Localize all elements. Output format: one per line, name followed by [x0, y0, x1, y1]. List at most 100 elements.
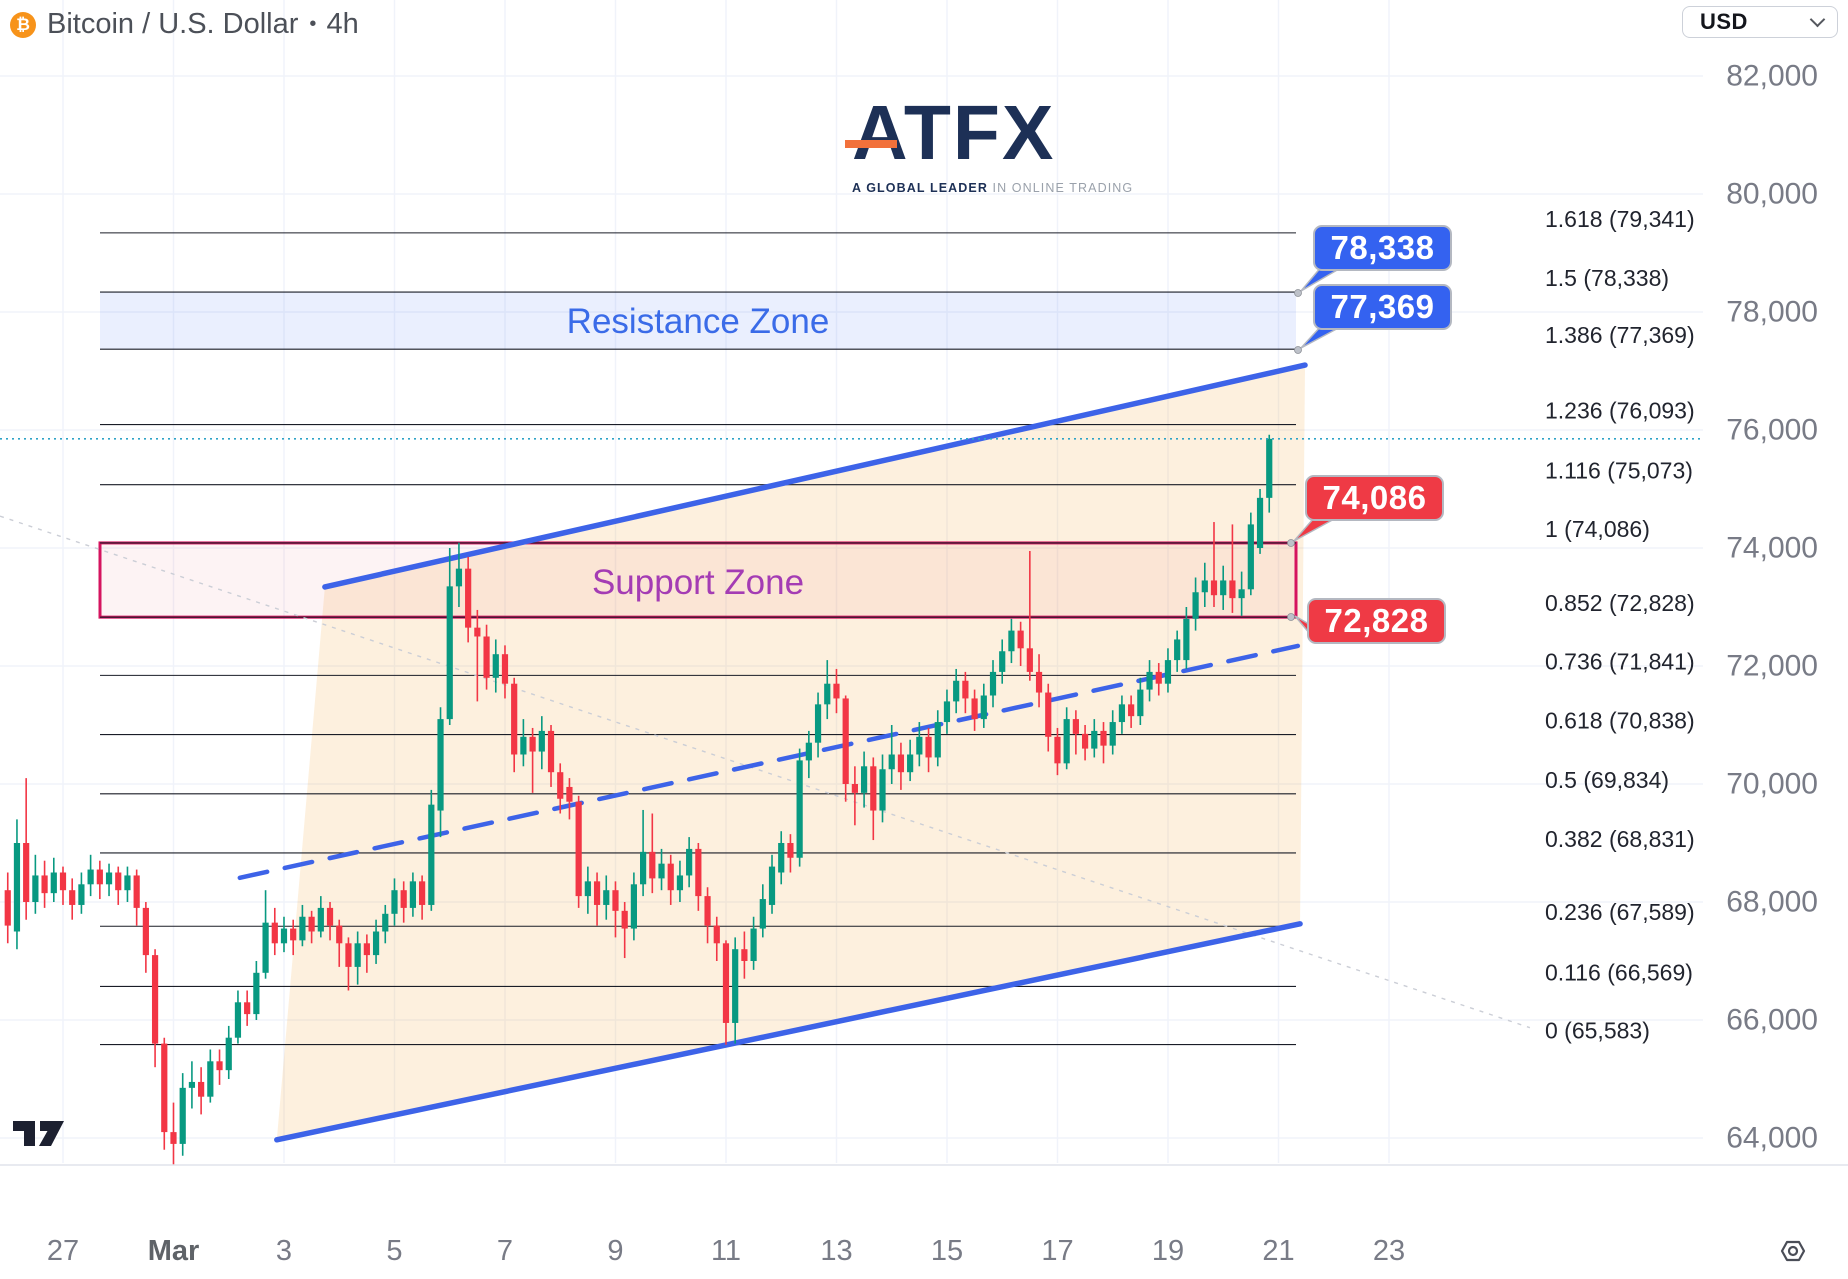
candle [317, 907, 324, 932]
x-axis-label: 9 [607, 1235, 623, 1267]
candle [796, 760, 803, 858]
candle [667, 863, 674, 891]
interval-label[interactable]: 4h [326, 8, 359, 40]
candle [133, 875, 140, 908]
candle [465, 568, 472, 628]
candle [96, 869, 103, 885]
candle [326, 907, 334, 926]
gear-icon[interactable] [1779, 1237, 1807, 1265]
candle [934, 722, 941, 758]
candle [1201, 580, 1208, 593]
candle [1017, 630, 1024, 649]
candle [778, 843, 785, 873]
tradingview-logo[interactable] [13, 1114, 65, 1148]
candle [409, 881, 417, 908]
support-zone-band [98, 541, 1298, 619]
candle [492, 654, 499, 678]
candle [115, 872, 122, 891]
candle [372, 931, 380, 956]
candle [686, 848, 693, 876]
candle [446, 586, 453, 720]
ascending-channel [276, 365, 1306, 1140]
candle [1091, 730, 1098, 749]
candle [1210, 580, 1218, 596]
candle [336, 925, 343, 944]
candle [198, 1081, 205, 1097]
candle [483, 636, 490, 678]
y-axis-label: 82,000 [1726, 60, 1818, 93]
candle [842, 698, 849, 784]
candle [722, 943, 730, 1023]
zone-bands [98, 292, 1298, 619]
currency-selector[interactable]: USD [1682, 6, 1838, 38]
candle [630, 884, 637, 929]
separator-dot: • [309, 13, 317, 35]
candle [529, 736, 536, 752]
candle [888, 754, 895, 770]
callout-anchor-dot [1287, 613, 1295, 621]
y-axis-label: 68,000 [1726, 886, 1818, 919]
candle [437, 719, 444, 811]
candle [1192, 592, 1199, 619]
fib-level-label: 0 (65,583) [1545, 1018, 1650, 1044]
atfx-logo: ATFX A GLOBAL LEADER IN ONLINE TRADING [845, 95, 1132, 195]
candle [271, 922, 278, 944]
candle [23, 843, 30, 902]
fibonacci-levels: 1.618 (79,341) 1.5 (78,338) 1.386 (77,369)… [100, 206, 1695, 1046]
candle [142, 907, 149, 956]
candle [1128, 704, 1135, 717]
x-axis-label: 19 [1152, 1235, 1184, 1267]
x-axis-label: 21 [1262, 1235, 1294, 1267]
x-axis-label: 13 [820, 1235, 852, 1267]
y-axis-label: 80,000 [1726, 178, 1818, 211]
candle [382, 913, 389, 932]
candle [1155, 671, 1162, 684]
candle [1183, 618, 1190, 661]
candle [1220, 580, 1227, 596]
callout-anchor-dot [1287, 539, 1295, 547]
candle [851, 784, 858, 793]
candle [1118, 704, 1126, 723]
candle [732, 949, 739, 1023]
candle [879, 769, 886, 811]
candle [999, 651, 1006, 672]
callout-anchor-dot [1294, 346, 1302, 354]
candle [1026, 648, 1033, 672]
fib-level-label: 0.236 (67,589) [1545, 899, 1695, 925]
candle [916, 736, 923, 755]
y-axis-label: 72,000 [1726, 650, 1818, 683]
fib-level-label: 1.5 (78,338) [1545, 265, 1669, 291]
candle [1146, 671, 1153, 690]
candle [833, 683, 840, 699]
fib-level-label: 1.236 (76,093) [1545, 398, 1695, 424]
candle [962, 680, 969, 699]
candle [860, 766, 868, 793]
candle [299, 916, 306, 941]
fib-level-label: 0.5 (69,834) [1545, 767, 1669, 793]
candle [1229, 580, 1236, 599]
price-callout-78338: 78,338 [1313, 225, 1452, 271]
candle [980, 695, 987, 720]
candle [713, 925, 720, 944]
candle [897, 754, 905, 773]
candle [455, 568, 463, 587]
fib-level-label: 0.618 (70,838) [1545, 708, 1695, 734]
symbol-title[interactable]: Bitcoin / U.S. Dollar [47, 8, 299, 40]
candle [391, 890, 398, 914]
y-axis-label: 74,000 [1726, 532, 1818, 565]
candle [1054, 736, 1061, 764]
candle [170, 1132, 177, 1144]
fib-level-label: 1.618 (79,341) [1545, 206, 1695, 232]
candle [925, 736, 932, 758]
candle [612, 890, 619, 911]
price-callout-72828: 72,828 [1307, 598, 1446, 644]
candle [640, 851, 647, 885]
candle [1081, 733, 1089, 749]
candle [354, 943, 361, 967]
chevron-down-icon [1809, 11, 1826, 28]
candle [953, 680, 960, 702]
candle [216, 1061, 223, 1071]
y-axis-label: 70,000 [1726, 768, 1818, 801]
atfx-brand-text: ATFX [852, 90, 1056, 176]
candle [741, 949, 748, 961]
